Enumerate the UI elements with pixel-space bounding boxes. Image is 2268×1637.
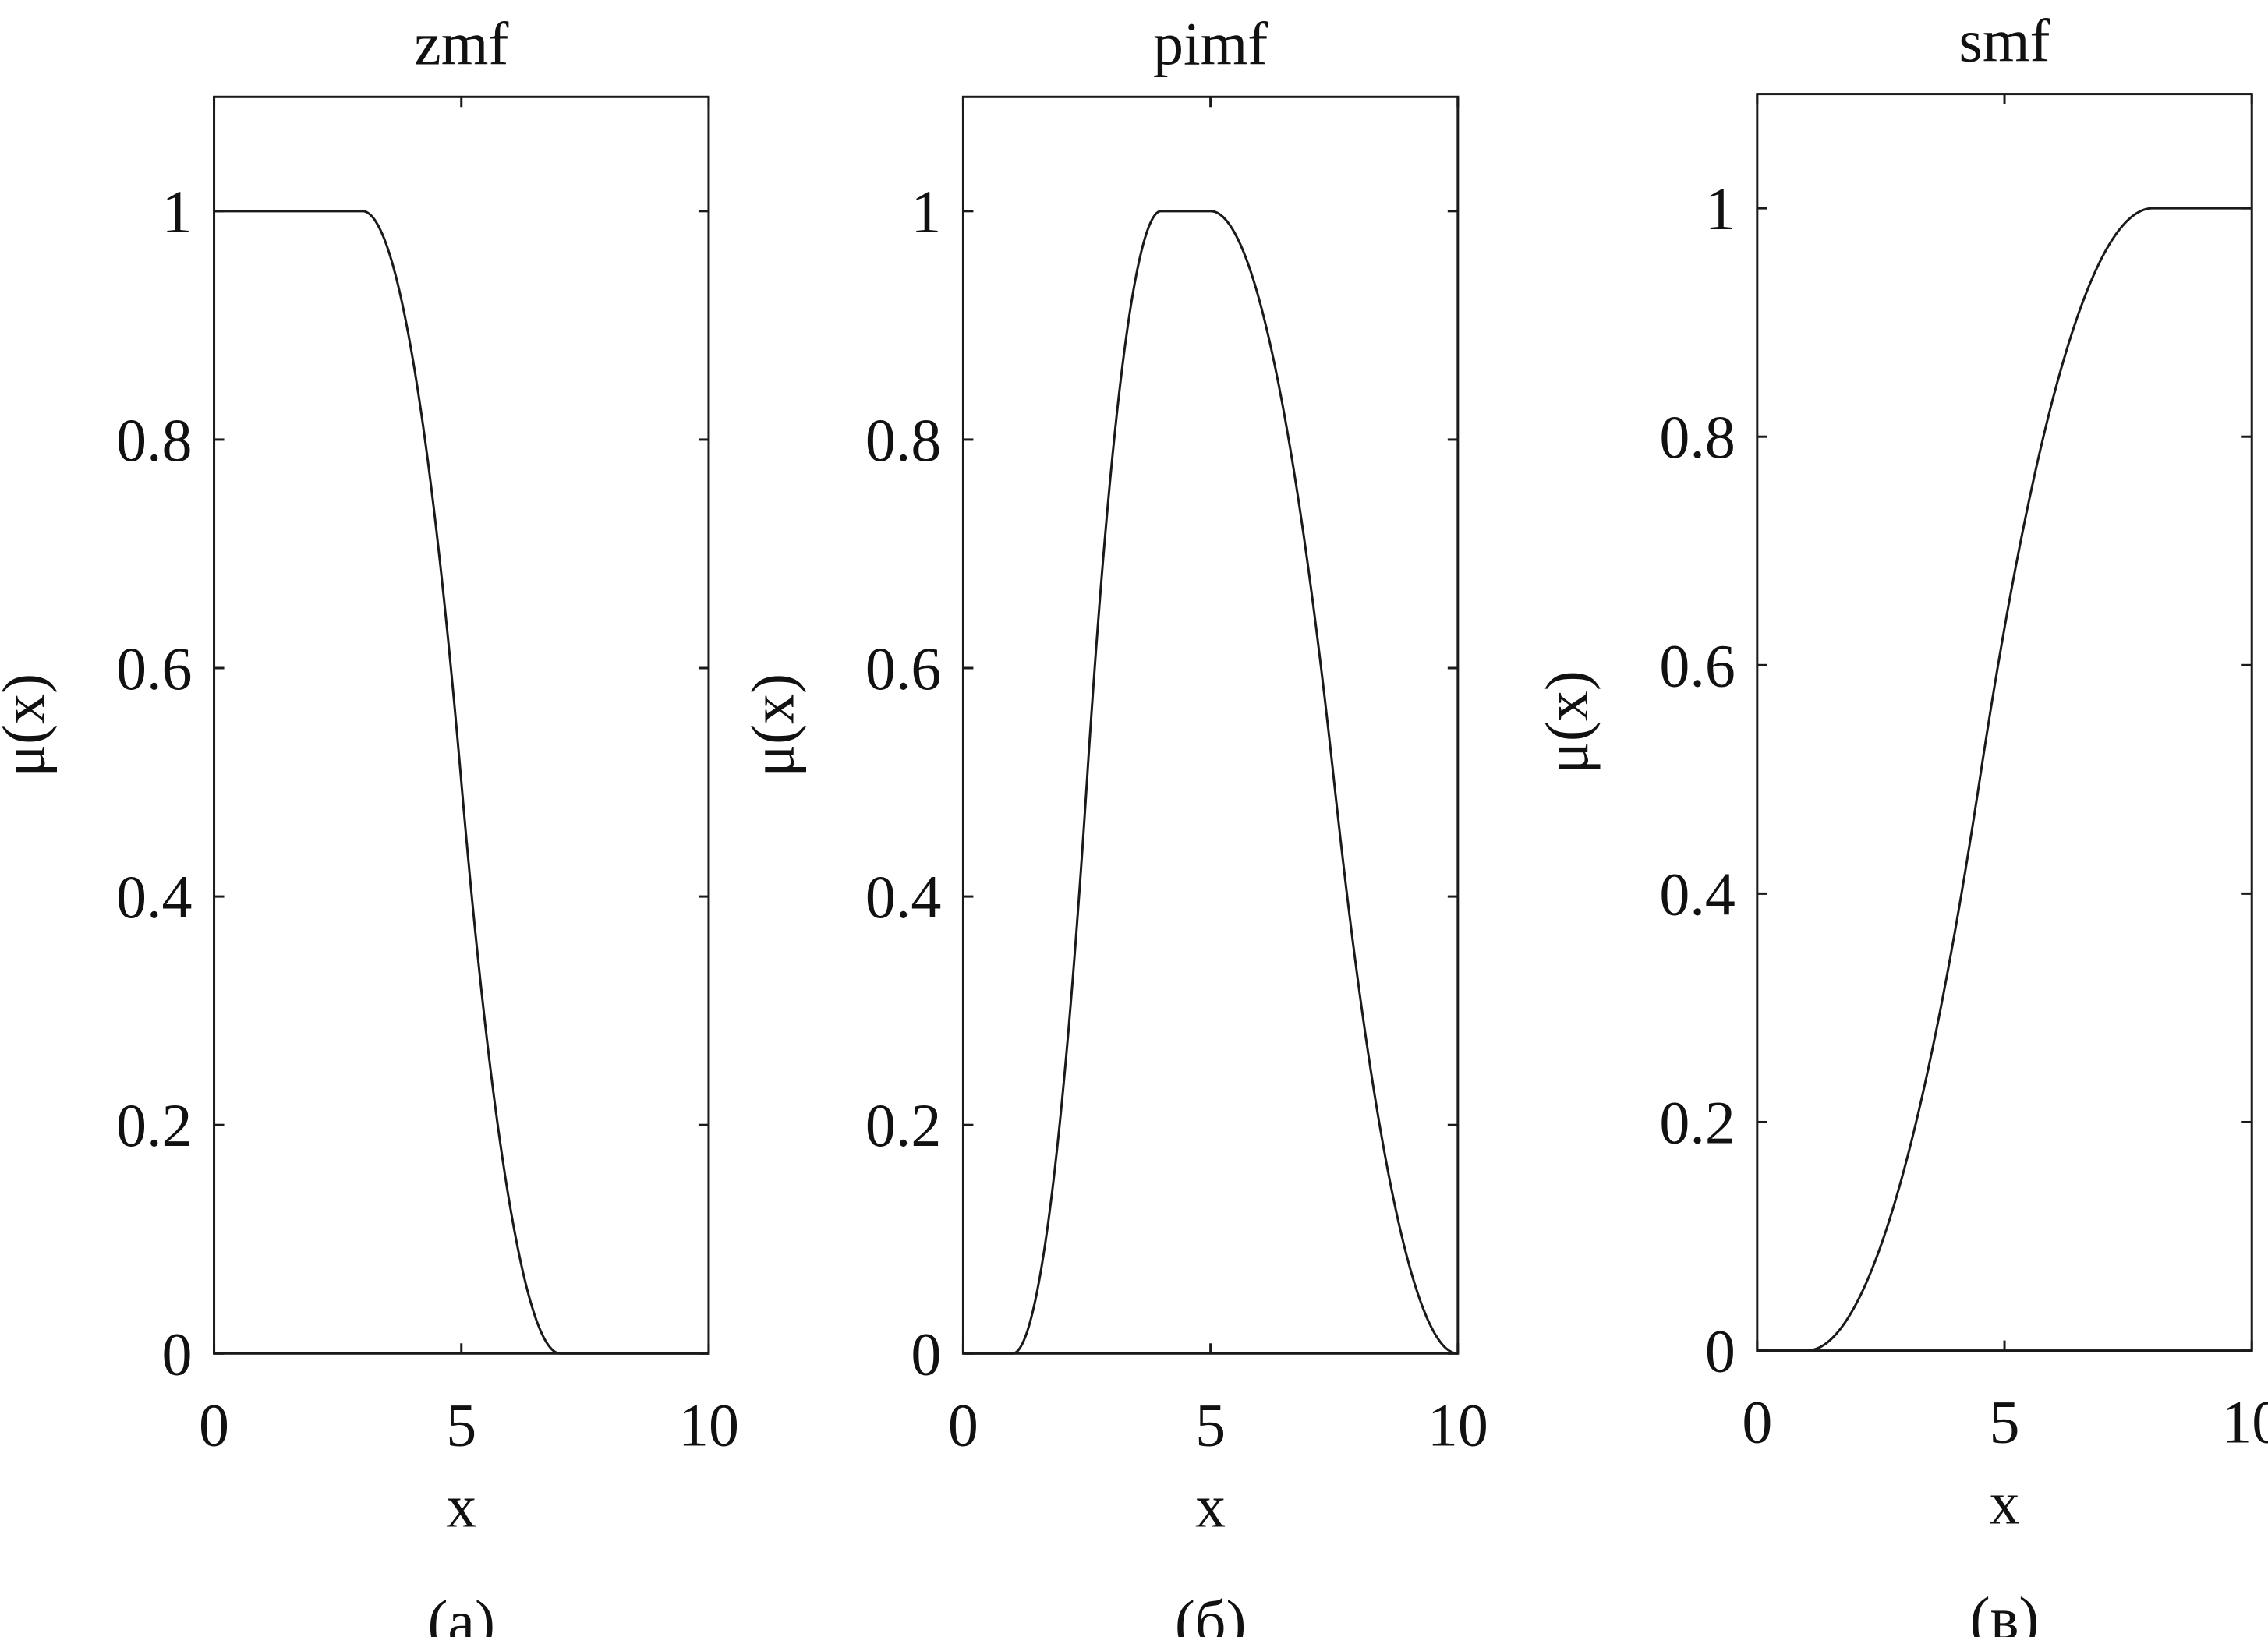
x-tick-label: 10	[2221, 1388, 2268, 1456]
y-tick-label: 1	[1705, 175, 1735, 242]
y-tick-label: 0.2	[865, 1091, 942, 1159]
y-tick-label: 1	[162, 178, 193, 246]
y-tick-label: 0.6	[1659, 631, 1735, 699]
series-line-smf	[1757, 207, 2252, 1352]
chart-title: pimf	[1153, 9, 1268, 77]
y-tick-label: 1	[911, 178, 941, 246]
y-tick-label: 0.8	[116, 406, 193, 474]
series-line-pimf	[963, 210, 1458, 1355]
x-tick-label: 10	[1428, 1391, 1488, 1458]
y-tick-label: 0.8	[865, 406, 942, 474]
y-tick-label: 0.4	[116, 863, 193, 931]
x-axis-label: x	[446, 1472, 476, 1540]
series-line-zmf	[214, 210, 709, 1355]
y-tick-label: 0	[1705, 1317, 1735, 1385]
y-tick-label: 0.8	[1659, 403, 1735, 471]
x-tick-label: 0	[1742, 1388, 1772, 1456]
x-axis-label: x	[1195, 1472, 1226, 1540]
y-tick-label: 0.4	[1659, 860, 1735, 928]
y-tick-label: 0	[162, 1320, 193, 1388]
plot-frame	[961, 95, 1460, 1355]
x-tick-label: 10	[678, 1391, 739, 1458]
x-tick-label: 5	[1990, 1388, 2020, 1456]
chart-title: zmf	[414, 9, 508, 77]
subfigure-label: (в)	[1970, 1585, 2040, 1637]
subfigure-label: (a)	[427, 1587, 495, 1637]
y-tick-label: 0.6	[116, 635, 193, 702]
y-tick-label: 0.2	[1659, 1088, 1735, 1156]
chart-title: smf	[1959, 7, 2050, 75]
y-tick-label: 0.4	[865, 863, 942, 931]
y-tick-label: 0	[911, 1320, 941, 1388]
x-tick-label: 0	[948, 1391, 978, 1458]
y-axis-label: μ(x)	[0, 674, 58, 777]
x-tick-label: 0	[199, 1391, 229, 1458]
y-axis-label: μ(x)	[738, 674, 806, 777]
x-tick-label: 5	[1195, 1391, 1226, 1458]
y-axis-label: μ(x)	[1533, 670, 1601, 774]
plot-frame	[1756, 93, 2253, 1352]
y-tick-label: 0.6	[865, 635, 942, 702]
x-tick-label: 5	[446, 1391, 476, 1458]
plot-frame	[213, 95, 710, 1355]
y-tick-label: 0.2	[116, 1091, 193, 1159]
x-axis-label: x	[1990, 1469, 2020, 1537]
subfigure-label: (б)	[1175, 1587, 1247, 1637]
